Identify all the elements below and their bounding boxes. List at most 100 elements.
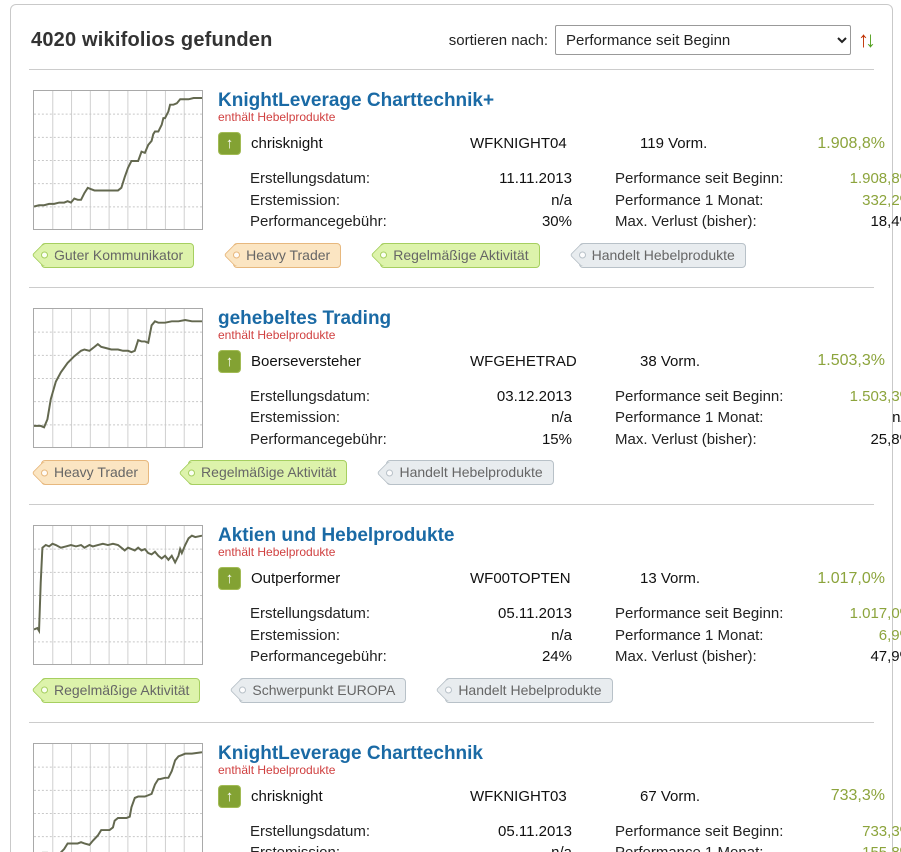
trend-up-icon: ↑: [218, 132, 241, 155]
badge: Guter Kommunikator: [41, 242, 195, 268]
trend-up-icon: ↑: [218, 567, 241, 590]
wikifolio-symbol: WF00TOPTEN: [470, 570, 571, 587]
detail-label: Erstellungsdatum:: [250, 822, 371, 840]
wikifolio-title-link[interactable]: KnightLeverage Charttechnik+: [218, 90, 495, 111]
wikifolio-symbol: WFKNIGHT03: [470, 787, 567, 805]
trader[interactable]: ↑ chrisknight: [218, 132, 470, 155]
detail-value: 05.11.2013: [498, 605, 572, 622]
badge: Regelmäßige Aktivität: [380, 242, 540, 268]
detail-label: Max. Verlust (bisher):: [615, 213, 757, 230]
badge-row: Guter Kommunikator Heavy Trader Regelmäß…: [41, 242, 874, 268]
trader-name: chrisknight: [251, 787, 323, 805]
trend-up-icon: ↑: [218, 349, 241, 373]
detail-label: Erstemission:: [250, 842, 340, 852]
badge: Handelt Hebelprodukte: [386, 460, 554, 485]
badge: Regelmäßige Aktivität: [188, 460, 348, 485]
badge: Schwerpunkt EUROPA: [239, 677, 407, 703]
detail-value: 05.11.2013: [498, 822, 572, 840]
wikifolio-list-item[interactable]: Aktien und Hebelprodukte enthält Hebelpr…: [11, 505, 901, 703]
leverage-warning: enthält Hebelprodukte: [218, 762, 336, 777]
wikifolio-title-link[interactable]: Aktien und Hebelprodukte: [218, 525, 455, 546]
performance-total: 1.503,3%: [817, 352, 885, 369]
detail-label: Erstellungsdatum:: [250, 170, 371, 187]
detail-label: Max. Verlust (bisher):: [615, 430, 757, 448]
detail-label: Erstemission:: [250, 191, 341, 209]
detail-label: Performance 1 Monat:: [615, 626, 764, 644]
trader[interactable]: ↑ chrisknight: [218, 784, 470, 808]
badge: Handelt Hebelprodukte: [578, 242, 746, 268]
detail-label: Erstellungsdatum:: [250, 605, 371, 622]
results-count-title: 4020 wikifolios gefunden: [31, 28, 273, 51]
wikifolio-title-link[interactable]: KnightLeverage Charttechnik: [218, 742, 483, 764]
detail-value: 47,9%: [870, 648, 901, 665]
badge: Regelmäßige Aktivität: [41, 677, 201, 703]
detail-value: n/a: [892, 409, 901, 426]
wikifolio-list-item[interactable]: gehebeltes Trading enthält Hebelprodukte…: [11, 288, 901, 485]
detail-value: 11.11.2013: [499, 170, 572, 187]
performance-total: 1.908,8%: [817, 134, 885, 152]
badge: Heavy Trader: [41, 460, 150, 485]
detail-label: Erstellungsdatum:: [250, 387, 371, 405]
results-panel: 4020 wikifolios gefunden sortieren nach:…: [10, 4, 901, 852]
trader[interactable]: ↑ Boerseversteher: [218, 349, 470, 373]
leverage-warning: enthält Hebelprodukte: [218, 110, 336, 124]
sort-select[interactable]: Performance seit Beginn: [555, 25, 851, 55]
detail-value: 155,8%: [862, 842, 901, 852]
bookmark-count: 38 Vorm.: [640, 352, 701, 370]
trader-name: Boerseversteher: [251, 352, 362, 370]
item-divider: [29, 504, 874, 505]
performance-total: 1.017,0%: [817, 569, 885, 587]
trader-name: chrisknight: [251, 135, 323, 152]
sort-down-arrow-icon: ↓: [865, 27, 876, 52]
wikifolio-symbol: WFGEHETRAD: [470, 352, 577, 370]
wikifolio-symbol: WFKNIGHT04: [470, 135, 567, 152]
detail-label: Erstemission:: [250, 409, 341, 426]
detail-label: Performance seit Beginn:: [615, 170, 784, 187]
detail-value: 6,9%: [878, 626, 901, 644]
header-divider: [29, 69, 874, 70]
trend-up-icon: ↑: [218, 784, 241, 808]
wikifolio-list-item[interactable]: KnightLeverage Charttechnik enthält Hebe…: [11, 723, 901, 852]
performance-chart-thumbnail: [33, 307, 205, 451]
sort-up-arrow-icon: ↑: [858, 27, 869, 52]
detail-value: 1.017,0%: [849, 605, 901, 622]
detail-label: Performancegebühr:: [250, 648, 387, 665]
performance-chart-thumbnail: [33, 525, 205, 668]
results-header: 4020 wikifolios gefunden sortieren nach:…: [11, 5, 892, 69]
detail-value: n/a: [551, 191, 572, 209]
leverage-warning: enthält Hebelprodukte: [218, 545, 336, 559]
detail-value: 03.12.2013: [496, 387, 572, 405]
badge: Heavy Trader: [233, 242, 342, 268]
detail-value: 15%: [541, 430, 572, 448]
trader[interactable]: ↑ Outperformer: [218, 567, 470, 590]
detail-label: Performancegebühr:: [250, 213, 387, 230]
detail-label: Erstemission:: [250, 626, 341, 644]
detail-value: 24%: [541, 648, 572, 665]
performance-chart-thumbnail: [33, 742, 205, 852]
detail-label: Performance seit Beginn:: [615, 387, 784, 405]
detail-label: Performance 1 Monat:: [615, 409, 764, 426]
badge-row: Regelmäßige Aktivität Schwerpunkt EUROPA…: [41, 677, 874, 703]
bookmark-count: 67 Vorm.: [640, 787, 701, 805]
performance-total: 733,3%: [830, 787, 885, 804]
bookmark-count: 13 Vorm.: [640, 570, 701, 587]
detail-label: Performance 1 Monat:: [615, 842, 763, 852]
wikifolio-title-link[interactable]: gehebeltes Trading: [218, 307, 392, 329]
detail-value: 1.503,3%: [849, 387, 901, 405]
leverage-warning: enthält Hebelprodukte: [218, 327, 336, 342]
item-divider: [29, 286, 874, 288]
badge: Handelt Hebelprodukte: [445, 677, 613, 703]
badge-row: Heavy Trader Regelmäßige Aktivität Hande…: [41, 460, 874, 485]
detail-value: 25,8%: [870, 430, 901, 448]
detail-label: Performancegebühr:: [250, 430, 387, 448]
detail-value: n/a: [551, 842, 572, 852]
sort-label: sortieren nach:: [448, 31, 548, 49]
bookmark-count: 119 Vorm.: [640, 135, 708, 152]
sort-direction-icon[interactable]: ↑↓: [858, 29, 876, 51]
detail-label: Performance seit Beginn:: [615, 605, 784, 622]
detail-value: 18,4%: [870, 213, 901, 230]
trader-name: Outperformer: [251, 570, 341, 587]
item-divider: [29, 721, 874, 723]
wikifolio-list-item[interactable]: KnightLeverage Charttechnik+ enthält Heb…: [11, 70, 901, 268]
detail-value: n/a: [551, 409, 572, 426]
